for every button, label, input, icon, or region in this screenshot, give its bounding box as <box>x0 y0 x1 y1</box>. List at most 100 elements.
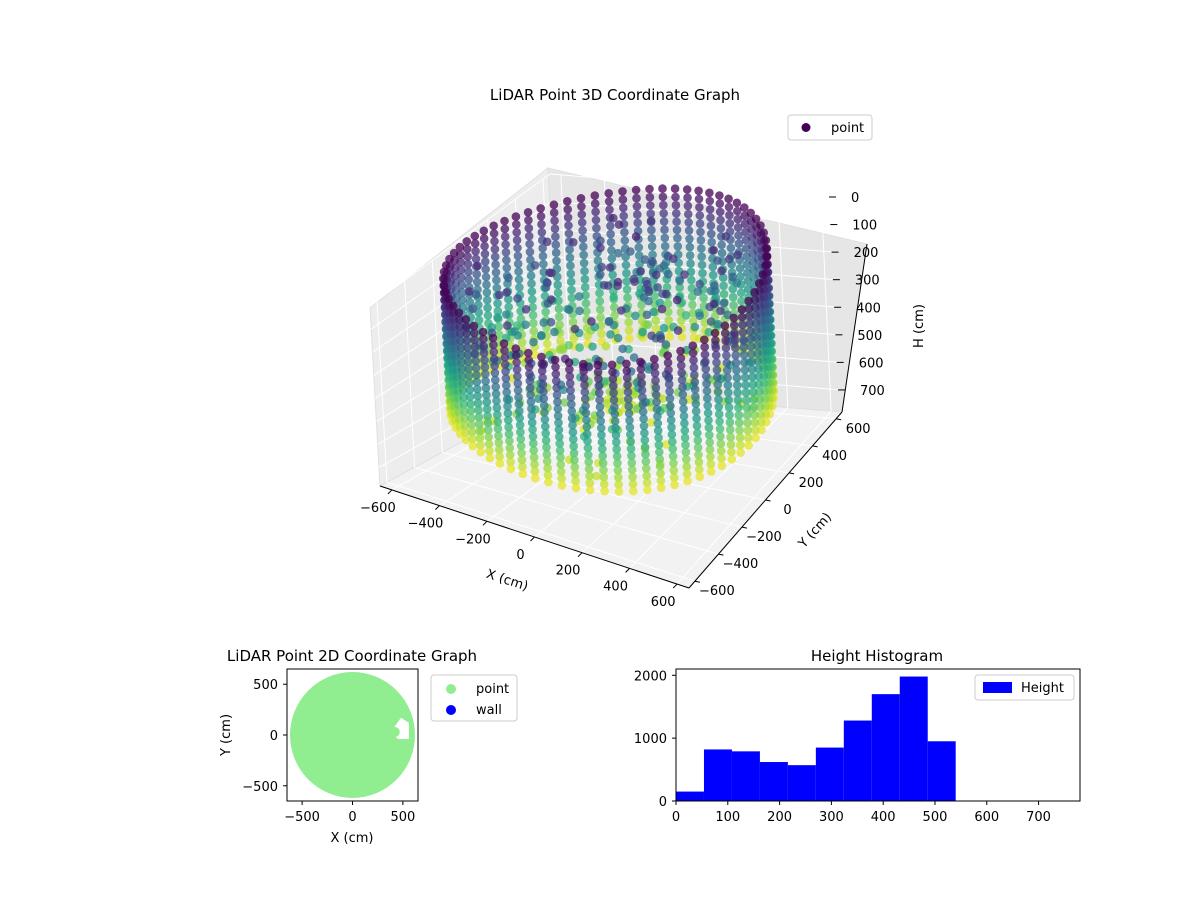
point-3d <box>734 231 743 240</box>
point-3d <box>526 271 536 281</box>
point-3d <box>577 202 586 211</box>
point-3d <box>705 188 714 198</box>
y-tick-3d <box>718 553 724 556</box>
point-3d <box>733 380 742 390</box>
point-3d <box>537 330 546 340</box>
z-tick-label-3d: 0 <box>851 191 859 206</box>
point-3d <box>722 366 732 375</box>
point-3d <box>555 345 565 354</box>
point-3d <box>495 459 505 468</box>
point-3d <box>580 387 590 397</box>
point-3d <box>439 267 449 277</box>
point-3d <box>695 203 704 212</box>
point-3d <box>739 343 748 352</box>
histogram-x-tick-label: 600 <box>974 810 999 825</box>
point-3d <box>622 359 631 369</box>
point-3d <box>705 196 715 206</box>
point-3d <box>721 232 731 241</box>
point-3d <box>597 437 607 447</box>
point-3d <box>725 254 734 264</box>
x-tick-label-3d: −600 <box>360 501 396 516</box>
point-3d <box>731 351 740 360</box>
point-3d <box>527 287 537 296</box>
point-3d <box>675 283 684 292</box>
y-tick-3d <box>788 472 795 475</box>
point-3d <box>629 353 639 362</box>
y-axis-label-2d: Y (cm) <box>219 714 234 757</box>
point-3d <box>541 436 551 445</box>
point-3d <box>714 402 724 412</box>
point-3d <box>493 299 502 308</box>
point-3d <box>678 397 688 406</box>
point-3d <box>618 344 627 354</box>
point-3d <box>528 425 537 434</box>
point-3d <box>755 387 764 397</box>
point-3d <box>517 338 527 347</box>
point-3d <box>624 318 633 327</box>
point-3d <box>732 198 742 208</box>
point-3d <box>689 363 699 372</box>
point-3d <box>503 321 512 330</box>
point-3d <box>557 474 566 483</box>
point-3d <box>611 423 620 433</box>
point-3d <box>595 395 604 405</box>
point-3d <box>471 363 481 373</box>
point-3d <box>684 209 693 219</box>
y-ticks-2d: −500 0 500 <box>242 678 287 795</box>
point-3d <box>527 279 536 288</box>
point-3d <box>463 343 472 352</box>
y-tick-label-3d: 400 <box>822 449 847 464</box>
point-3d <box>570 324 580 334</box>
plot-2d <box>290 672 415 798</box>
point-3d <box>457 365 467 374</box>
point-3d <box>557 481 567 490</box>
point-3d <box>538 251 548 261</box>
point-3d <box>676 346 685 356</box>
point-3d <box>604 197 614 206</box>
point-3d <box>656 334 666 343</box>
point-3d <box>640 255 650 264</box>
z-ticks-3d: 0 100 200 300 400 500 600 700 <box>829 191 885 399</box>
point-3d <box>554 304 564 314</box>
point-3d <box>696 227 705 237</box>
point-3d <box>650 362 659 371</box>
point-3d <box>590 191 600 200</box>
point-3d <box>604 317 614 327</box>
point-3d <box>470 328 479 338</box>
point-3d <box>715 199 725 208</box>
point-3d <box>579 359 588 369</box>
histogram-bars <box>676 676 956 801</box>
x-tick-3d <box>625 568 630 573</box>
point-3d <box>564 221 573 230</box>
point-3d <box>543 463 552 473</box>
point-3d <box>483 411 492 421</box>
point-3d <box>687 275 696 285</box>
point-3d <box>596 270 605 279</box>
point-3d <box>745 311 754 321</box>
point-3d <box>595 402 605 412</box>
point-3d <box>693 443 703 452</box>
point-3d <box>625 423 635 432</box>
point-3d <box>480 362 490 372</box>
point-3d <box>716 224 726 233</box>
point-3d <box>441 261 451 270</box>
point-3d <box>639 421 649 431</box>
point-3d <box>747 357 757 367</box>
point-3d <box>732 366 741 375</box>
point-3d <box>663 351 672 360</box>
point-3d <box>597 430 606 440</box>
point-3d <box>622 268 631 278</box>
point-3d <box>727 455 737 464</box>
point-3d <box>528 295 537 304</box>
point-3d <box>563 205 572 214</box>
point-3d <box>579 366 588 376</box>
point-3d <box>744 296 753 306</box>
point-3d <box>618 195 628 204</box>
legend-3d: point <box>787 114 873 141</box>
point-3d <box>729 313 739 323</box>
point-3d <box>529 453 539 462</box>
point-3d <box>696 235 706 245</box>
point-3d <box>596 236 605 245</box>
point-3d <box>755 395 765 404</box>
y-tick-label-3d: −600 <box>699 584 735 599</box>
